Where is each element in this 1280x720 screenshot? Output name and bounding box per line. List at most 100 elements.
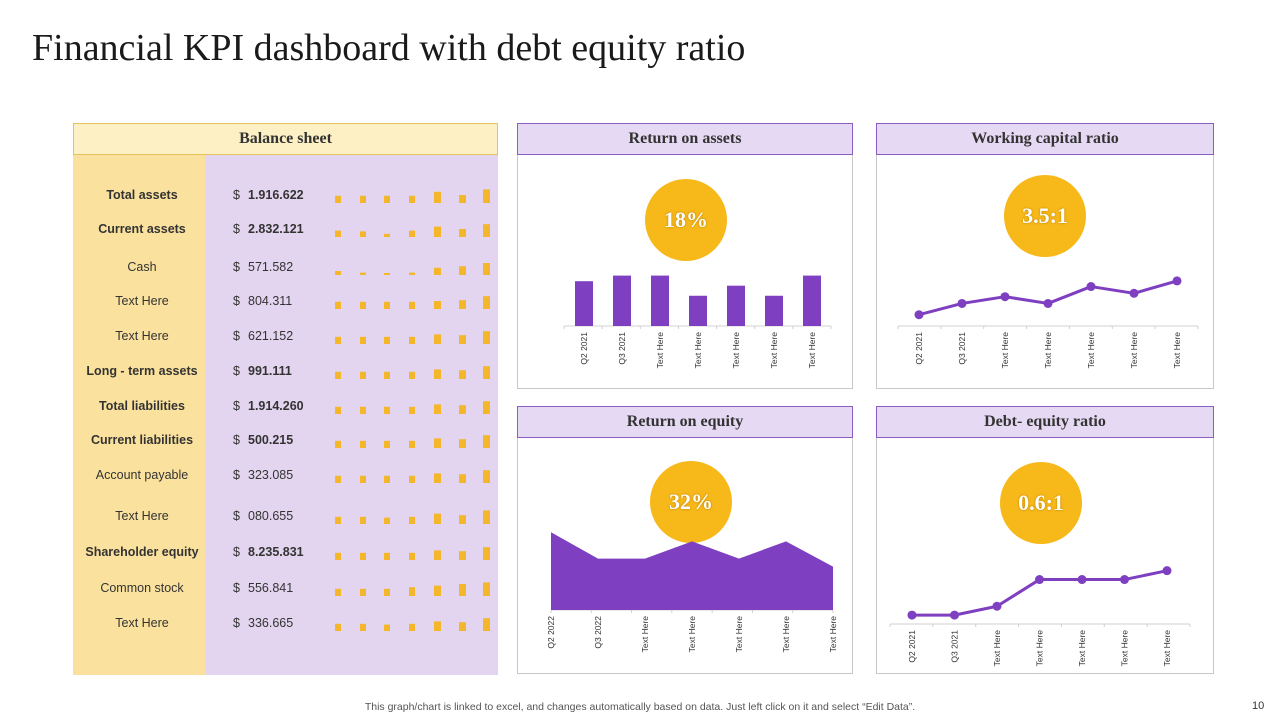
balance-sheet-row: Current assets $2.832.121 [73, 219, 498, 239]
roe-area-chart[interactable]: Q2 2022 Q3 2022 Text Here Text Here Text Her… [517, 530, 853, 670]
x-tick-label: Text Here [1120, 630, 1130, 667]
sparkline-bar [409, 587, 415, 596]
roa-kpi-circle: 18% [645, 179, 727, 261]
line-point-4 [1077, 575, 1087, 585]
der-title: Debt- equity ratio [876, 406, 1214, 438]
sparkline-bar [409, 371, 415, 379]
balance-sheet-sparkline [335, 296, 490, 309]
balance-sheet-row-label: Long - term assets [86, 364, 198, 378]
x-tick-label: Text Here [1086, 332, 1096, 369]
sparkline-bar [384, 588, 390, 596]
balance-sheet-row: Total assets $1.916.622 [73, 185, 498, 205]
x-tick-label: Text Here [828, 616, 838, 653]
sparkline-bar [483, 224, 490, 237]
x-tick-label: Q3 2022 [593, 616, 603, 649]
balance-sheet-row: Total liabilities $1.914.260 [73, 396, 498, 416]
sparkline-bar [434, 404, 441, 414]
sparkline-bar [335, 195, 341, 203]
x-tick-label: Text Here [693, 332, 703, 369]
line-series [918, 279, 1178, 317]
balance-sheet-row-label: Text Here [115, 509, 169, 523]
balance-sheet-row-value: 8.235.831 [248, 545, 304, 559]
sparkline-bar [335, 516, 341, 524]
line-point-4 [1086, 282, 1096, 292]
sparkline-bar [434, 191, 441, 203]
sparkline-bar [335, 230, 341, 237]
sparkline-bar [409, 406, 415, 414]
balance-sheet-sparkline [335, 618, 490, 631]
sparkline-bar [335, 336, 341, 344]
balance-sheet-row: Account payable $323.085 [73, 465, 498, 485]
balance-sheet-row-value: 556.841 [248, 581, 294, 595]
bar-0 [575, 281, 593, 326]
sparkline-bar [409, 516, 415, 524]
x-tick-label: Text Here [731, 332, 741, 369]
currency-symbol: $ [233, 364, 240, 378]
balance-sheet-row: Cash $571.582 [73, 257, 498, 277]
sparkline-bar [434, 226, 441, 237]
bar-2 [651, 275, 669, 326]
currency-symbol: $ [233, 509, 240, 523]
balance-sheet-sparkline [335, 470, 490, 483]
roe-kpi-value: 32% [669, 489, 713, 514]
wcr-kpi-value: 3.5:1 [1022, 203, 1068, 228]
sparkline-bar [409, 552, 415, 560]
sparkline-bar [434, 301, 441, 309]
currency-symbol: $ [233, 294, 240, 308]
x-tick-label: Text Here [1043, 332, 1053, 369]
balance-sheet-row-label: Text Here [115, 329, 169, 343]
sparkline-bar [384, 552, 390, 560]
sparkline-bar [360, 195, 366, 203]
der-kpi-circle: 0.6:1 [1000, 462, 1082, 544]
x-tick-label: Text Here [992, 630, 1002, 667]
sparkline-bar [483, 331, 490, 344]
bar-3 [689, 295, 707, 326]
sparkline-bar [335, 406, 341, 414]
balance-sheet-row-value: 080.655 [248, 509, 294, 523]
line-point-6 [1162, 566, 1172, 576]
sparkline-bar [483, 263, 490, 275]
balance-sheet-row: Current liabilities $500.215 [73, 430, 498, 450]
balance-sheet-sparkline [335, 189, 490, 203]
sparkline-bar [360, 552, 366, 560]
wcr-kpi-circle: 3.5:1 [1004, 175, 1086, 257]
balance-sheet-sparkline [335, 331, 490, 344]
wcr-line-chart[interactable]: Q2 2021 Q3 2021 Text Here Text Here Text Her… [876, 250, 1214, 385]
sparkline-bar [483, 366, 490, 379]
balance-sheet-sparkline [335, 582, 490, 596]
sparkline-bar [409, 230, 415, 237]
roa-bar-chart[interactable]: Q2 2021 Q3 2021 Text Here Text Here Text Her… [517, 270, 853, 385]
balance-sheet-row: Common stock $556.841 [73, 578, 498, 598]
sparkline-bar [459, 195, 466, 203]
x-tick-label: Text Here [687, 616, 697, 653]
line-point-6 [1172, 276, 1182, 286]
bar-6 [803, 275, 821, 326]
balance-sheet-header: Balance sheet [73, 123, 498, 155]
balance-sheet-row: Text Here $621.152 [73, 326, 498, 346]
balance-sheet-row-value: 804.311 [248, 294, 293, 308]
sparkline-bar [483, 510, 490, 524]
sparkline-bar [434, 473, 441, 483]
balance-sheet-row-label: Common stock [100, 581, 184, 595]
sparkline-bar [360, 588, 366, 596]
line-point-0 [914, 310, 924, 320]
balance-sheet-row: Text Here $804.311 [73, 291, 498, 311]
x-tick-label: Text Here [640, 616, 650, 653]
x-tick-label: Q3 2021 [950, 630, 960, 663]
x-tick-label: Q2 2021 [907, 630, 917, 663]
sparkline-bar [409, 195, 415, 203]
sparkline-bar [360, 623, 366, 631]
currency-symbol: $ [233, 433, 240, 447]
sparkline-bar [384, 371, 390, 379]
sparkline-bar [335, 371, 341, 379]
roe-title: Return on equity [517, 406, 853, 438]
sparkline-bar [409, 475, 415, 483]
sparkline-bar [335, 588, 341, 596]
balance-sheet-value-column [205, 155, 498, 675]
currency-symbol: $ [233, 329, 240, 343]
bar-4 [727, 285, 745, 326]
der-line-chart[interactable]: Q2 2021 Q3 2021 Text Here Text Here Text Her… [876, 540, 1214, 670]
roa-kpi-value: 18% [664, 207, 708, 232]
balance-sheet-row: Text Here $080.655 [73, 506, 498, 526]
currency-symbol: $ [233, 260, 240, 274]
